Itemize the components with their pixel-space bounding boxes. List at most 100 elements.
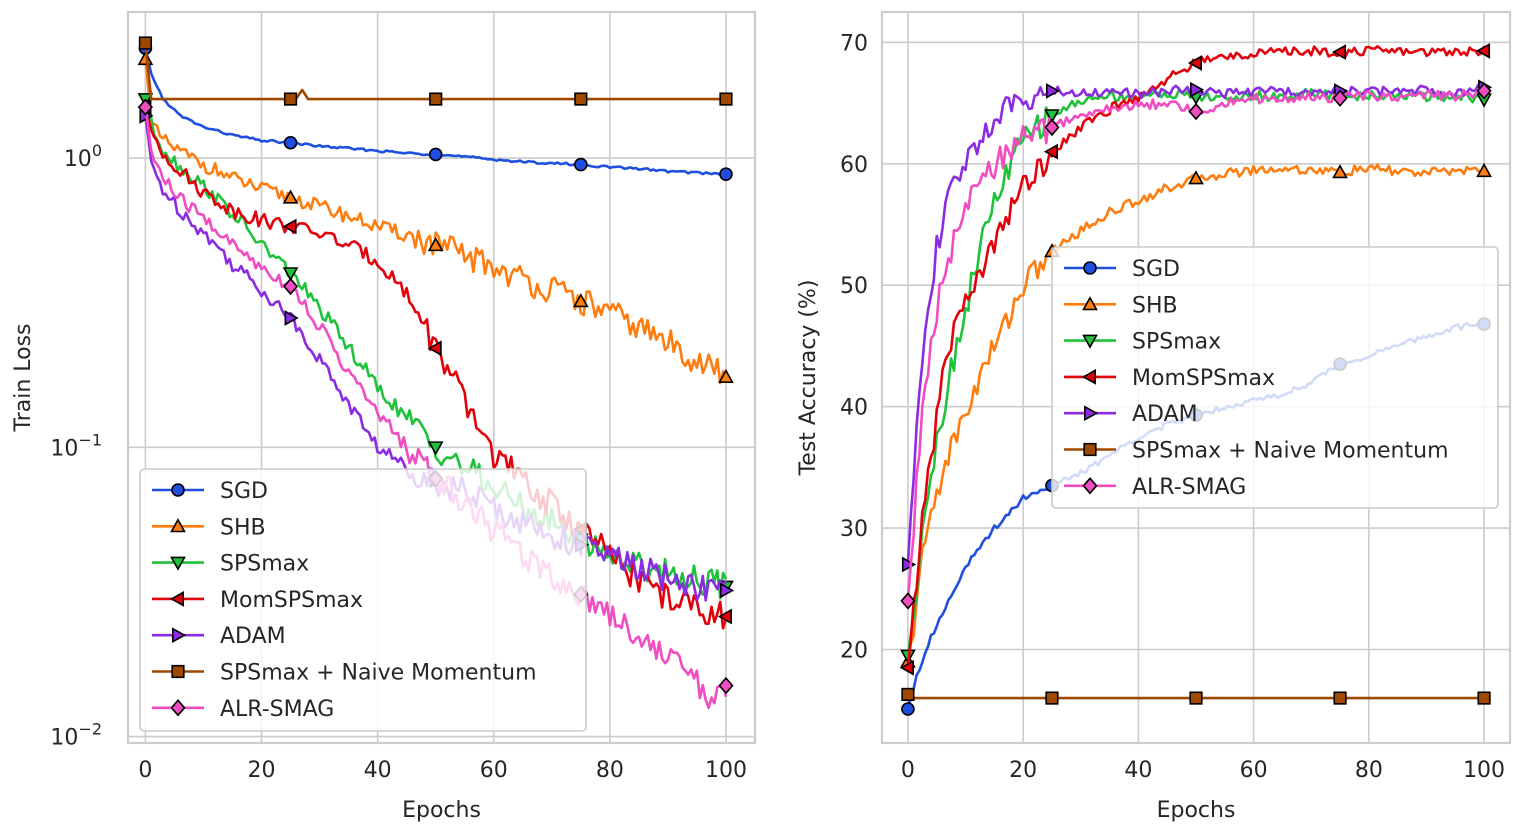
acc-legend-label-spsmax-naive-momentum: SPSmax + Naive Momentum (1132, 439, 1449, 464)
loss-marker-adam (284, 310, 299, 326)
acc-legend-marker-adam (1084, 405, 1099, 422)
acc-marker-alr-smag (900, 592, 916, 610)
loss-marker-spsmax-naive-momentum (574, 92, 588, 106)
acc-y-tick-label: 60 (840, 153, 868, 178)
acc-y-tick-label: 40 (840, 396, 868, 421)
acc-marker-alr-smag (1476, 82, 1492, 100)
loss-x-tick-label: 100 (705, 758, 747, 783)
loss-marker-alr-smag (137, 98, 153, 116)
loss-marker-sgd (719, 167, 733, 181)
acc-marker-momspsmax (1475, 42, 1491, 59)
acc-marker-momspsmax (1043, 143, 1058, 160)
test-accuracy-plot: 0 20 40 60 80 100 20 30 40 50 60 70 Epochs Test Accur… (796, 10, 1512, 823)
acc-marker-spsmax (1044, 109, 1060, 124)
acc-x-tick-label: 40 (1124, 758, 1152, 783)
acc-marker-alr-smag (1332, 89, 1348, 107)
acc-legend-marker-alr-smag (1082, 477, 1098, 495)
acc-legend-label-alr-smag: ALR-SMAG (1132, 475, 1246, 500)
acc-legend-marker-momspsmax (1081, 369, 1096, 385)
acc-marker-momspsmax (1187, 55, 1202, 71)
loss-axes-frame (126, 10, 757, 745)
loss-x-tick-label: 80 (596, 758, 624, 783)
loss-legend-label-spsmax: SPSmax (220, 552, 309, 577)
loss-legend-label-momspsmax: MomSPSmax (220, 588, 363, 613)
acc-marker-adam (1045, 83, 1061, 99)
acc-x-tick-label: 0 (901, 758, 915, 783)
acc-marker-spsmax-naive-momentum (1477, 691, 1491, 705)
acc-marker-shb (1188, 170, 1204, 185)
loss-legend-label-adam: ADAM (220, 624, 286, 649)
acc-legend-marker-sgd (1083, 261, 1097, 275)
loss-marker-momspsmax (427, 340, 442, 357)
acc-marker-adam (1190, 81, 1205, 98)
loss-marker-spsmax-naive-momentum (719, 92, 733, 106)
loss-x-tick-label: 40 (364, 758, 392, 783)
acc-legend-label-adam: ADAM (1132, 402, 1198, 427)
loss-marker-sgd (574, 157, 588, 172)
acc-legend: SGD SHB SPSmax MomSPSmax ADAM SPSmax + Naive … (1051, 246, 1499, 509)
acc-marker-spsmax-naive-momentum (1333, 691, 1347, 705)
loss-marker-shb (282, 189, 299, 204)
loss-marker-alr-smag (718, 676, 734, 695)
loss-legend-marker-spsmax-naive-momentum (171, 664, 185, 679)
loss-marker-sgd (283, 135, 298, 150)
loss-marker-shb (572, 293, 589, 308)
acc-y-tick-label: 70 (840, 31, 868, 56)
loss-legend-label-spsmax-naive-momentum: SPSmax + Naive Momentum (220, 661, 537, 686)
loss-marker-shb (137, 50, 154, 66)
acc-marker-alr-smag (1188, 102, 1204, 121)
acc-marker-momspsmax (1331, 44, 1347, 60)
loss-legend-marker-sgd (171, 483, 185, 497)
loss-y-tick-label: 100 (64, 141, 102, 172)
loss-legend-label-shb: SHB (220, 515, 266, 540)
acc-x-tick-label: 60 (1240, 758, 1268, 783)
acc-legend-marker-shb (1082, 296, 1098, 311)
loss-legend-label-sgd: SGD (220, 479, 268, 504)
loss-legend: SGD SHB SPSmax MomSPSmax ADAM SPSmax + Naive … (139, 468, 587, 732)
acc-legend-marker-spsmax-naive-momentum (1083, 442, 1097, 457)
loss-legend-marker-adam (172, 627, 187, 644)
loss-marker-spsmax-naive-momentum (283, 92, 298, 106)
acc-legend-label-sgd: SGD (1132, 257, 1180, 282)
acc-marker-spsmax-naive-momentum (901, 687, 915, 702)
loss-legend-marker-spsmax (170, 556, 186, 571)
acc-marker-spsmax-naive-momentum (1189, 691, 1203, 705)
loss-x-tick-label: 60 (480, 758, 508, 783)
loss-legend-marker-momspsmax (169, 591, 184, 607)
acc-x-tick-label: 80 (1355, 758, 1383, 783)
loss-marker-spsmax (427, 441, 444, 456)
acc-marker-spsmax-naive-momentum (1045, 691, 1059, 705)
loss-marker-sgd (428, 147, 443, 162)
loss-marker-spsmax (282, 267, 299, 282)
loss-marker-alr-smag (282, 277, 299, 296)
loss-legend-marker-shb (170, 518, 186, 533)
acc-y-tick-label: 20 (840, 639, 868, 664)
loss-marker-shb (718, 368, 734, 384)
acc-x-tick-label: 100 (1463, 758, 1505, 783)
loss-marker-shb (427, 237, 444, 252)
loss-y-tick-label: 10−2 (50, 720, 102, 751)
acc-x-tick-label: 20 (1009, 758, 1037, 783)
loss-marker-spsmax-naive-momentum (429, 92, 443, 106)
acc-marker-sgd (901, 702, 915, 716)
loss-legend-marker-alr-smag (170, 699, 186, 717)
loss-line-momspsmax (144, 106, 728, 630)
acc-y-axis-label: Test Accuracy (%) (796, 280, 821, 477)
acc-legend-marker-spsmax (1082, 334, 1098, 349)
acc-legend-box (1051, 246, 1499, 509)
acc-axes-frame (880, 10, 1512, 745)
loss-marker-spsmax-naive-momentum (138, 36, 153, 50)
acc-marker-shb (1332, 164, 1348, 179)
loss-line-shb (144, 58, 728, 385)
loss-y-axis-label: Train Loss (11, 323, 36, 432)
acc-legend-label-momspsmax: MomSPSmax (1132, 366, 1275, 391)
loss-marker-momspsmax (717, 608, 732, 625)
acc-marker-momspsmax (899, 659, 914, 676)
acc-legend-label-shb: SHB (1132, 293, 1178, 318)
loss-marker-adam (719, 582, 735, 599)
acc-marker-shb (1476, 162, 1492, 178)
loss-legend-label-alr-smag: ALR-SMAG (220, 697, 334, 722)
acc-marker-alr-smag (1044, 118, 1060, 137)
